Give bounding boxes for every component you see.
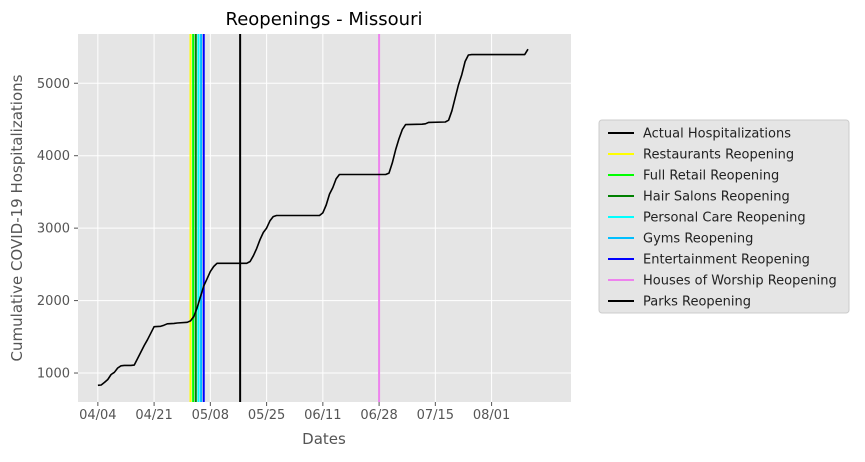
plot-background — [78, 34, 571, 402]
tick-layer: 04/04 04/21 05/08 05/25 06/11 06/28 07/15 08/01… — [37, 77, 510, 423]
x-tick-label: 06/11 — [304, 408, 341, 423]
x-tick-label: 08/01 — [473, 408, 510, 423]
y-tick-label: 1000 — [37, 367, 70, 382]
x-tick-label: 05/25 — [248, 408, 285, 423]
series-line — [97, 48, 529, 387]
chart-title: Reopenings - Missouri — [226, 9, 423, 30]
x-tick-label: 04/21 — [135, 408, 172, 423]
x-tick-label: 07/15 — [417, 408, 454, 423]
legend-label: Gyms Reopening — [643, 232, 753, 247]
y-tick-label: 2000 — [37, 294, 70, 309]
legend-label: Restaurants Reopening — [643, 148, 794, 163]
legend: Actual Hospitalizations Restaurants Reope… — [598, 119, 850, 314]
y-tick-label: 4000 — [37, 149, 70, 164]
legend-items: Actual Hospitalizations Restaurants Reope… — [608, 127, 837, 310]
x-tick-label: 05/08 — [192, 408, 229, 423]
legend-box — [598, 119, 850, 314]
y-axis-label: Cumulative COVID-19 Hospitalizations — [8, 74, 26, 361]
legend-label: Hair Salons Reopening — [643, 190, 790, 205]
series-layer — [97, 48, 529, 387]
x-tick-label: 04/04 — [79, 408, 116, 423]
y-tick-label: 3000 — [37, 222, 70, 237]
reopening-lines-layer — [189, 34, 381, 402]
legend-label: Houses of Worship Reopening — [643, 274, 837, 289]
x-axis-label: Dates — [302, 430, 346, 448]
legend-label: Full Retail Reopening — [643, 169, 779, 184]
y-tick-label: 5000 — [37, 77, 70, 92]
x-tick-label: 06/28 — [360, 408, 397, 423]
legend-label: Actual Hospitalizations — [643, 127, 791, 142]
legend-label: Parks Reopening — [643, 295, 751, 310]
legend-label: Personal Care Reopening — [643, 211, 806, 226]
legend-label: Entertainment Reopening — [643, 253, 810, 268]
